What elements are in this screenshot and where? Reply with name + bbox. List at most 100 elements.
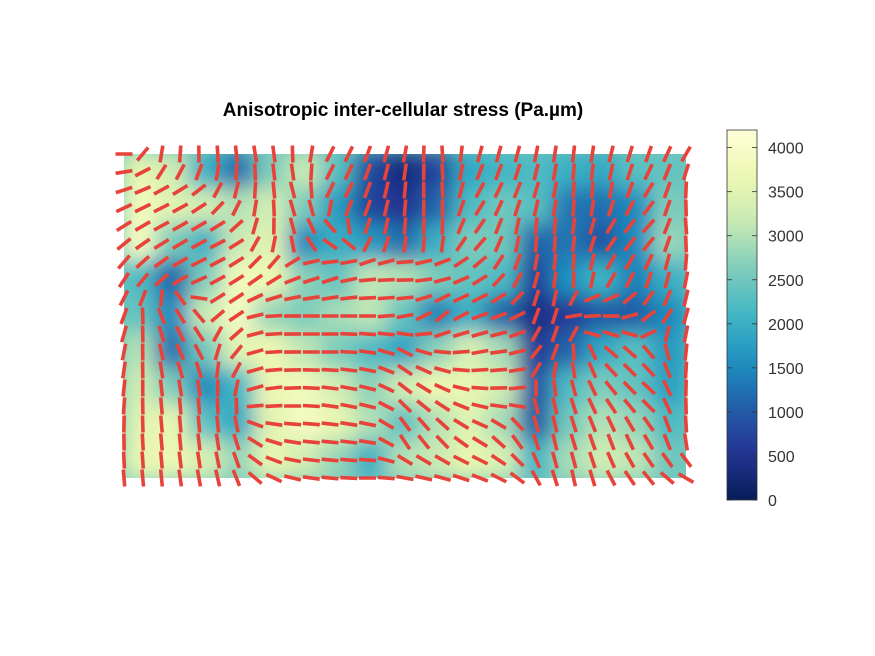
- orientation-segment: [452, 349, 470, 355]
- orientation-segment: [662, 289, 673, 307]
- orientation-segment: [213, 469, 222, 487]
- orientation-segment: [190, 201, 208, 215]
- orientation-segment: [509, 471, 526, 485]
- orientation-segment: [434, 399, 451, 413]
- orientation-segment: [623, 415, 636, 433]
- orientation-segment: [624, 433, 636, 451]
- orientation-segment: [158, 361, 165, 379]
- orientation-segment: [209, 256, 227, 268]
- orientation-segment: [603, 345, 619, 359]
- orientation-segment: [324, 145, 336, 163]
- orientation-segment: [121, 469, 127, 487]
- orientation-segment: [265, 385, 283, 391]
- orientation-segment: [382, 163, 391, 181]
- orientation-segment: [271, 145, 277, 163]
- orientation-segment: [252, 181, 258, 199]
- orientation-segment: [191, 183, 207, 197]
- orientation-segment: [452, 384, 470, 392]
- orientation-segment: [416, 416, 431, 432]
- orientation-segment: [512, 253, 522, 271]
- colorbar-ticks: 0 500 1000 1500 2000 2500 3000 3500 4000: [727, 141, 804, 510]
- orientation-segment: [190, 256, 208, 268]
- orientation-segment: [324, 181, 336, 199]
- orientation-segment: [138, 289, 148, 307]
- orientation-segment: [682, 271, 690, 289]
- orientation-segment: [530, 469, 542, 487]
- orientation-segment: [434, 454, 451, 466]
- orientation-segment: [302, 258, 321, 266]
- orientation-segment: [588, 235, 597, 253]
- orientation-segment: [134, 237, 151, 251]
- orientation-segment: [265, 273, 283, 287]
- orientation-segment: [309, 181, 314, 199]
- orientation-segment: [473, 199, 486, 217]
- orientation-segment: [358, 331, 377, 337]
- orientation-segment: [358, 457, 377, 463]
- orientation-segment: [402, 217, 408, 235]
- orientation-segment: [283, 474, 302, 482]
- orientation-segment: [134, 185, 152, 195]
- orientation-segment: [682, 289, 690, 307]
- orientation-segment: [644, 145, 654, 163]
- orientation-segment: [493, 235, 504, 253]
- orientation-segment: [642, 290, 655, 306]
- orientation-segment: [583, 313, 601, 319]
- orientation-segment: [452, 275, 470, 285]
- orientation-segment: [246, 330, 264, 338]
- orientation-segment: [643, 163, 654, 181]
- orientation-segment: [415, 454, 432, 466]
- orientation-segment: [552, 379, 558, 397]
- orientation-segment: [662, 199, 672, 217]
- orientation-segment: [532, 145, 540, 163]
- orientation-segment: [508, 402, 527, 410]
- orientation-segment: [662, 433, 673, 451]
- orientation-segment: [265, 455, 283, 465]
- heatmap-cell: [221, 154, 259, 192]
- orientation-segment: [289, 163, 296, 181]
- orientation-segment: [452, 329, 470, 339]
- colorbar-tick-label: 2000: [768, 317, 804, 334]
- orientation-segment: [140, 415, 145, 433]
- orientation-segment: [641, 218, 656, 234]
- orientation-segment: [529, 344, 543, 360]
- orientation-segment: [642, 433, 655, 451]
- orientation-segment: [490, 418, 507, 430]
- orientation-segment: [607, 145, 615, 163]
- orientation-segment: [265, 437, 283, 447]
- orientation-segment: [321, 385, 339, 391]
- orientation-segment: [583, 329, 601, 339]
- orientation-segment: [135, 254, 151, 270]
- orientation-segment: [196, 397, 202, 415]
- orientation-segment: [288, 181, 297, 199]
- orientation-segment: [246, 347, 264, 357]
- colorbar-tick-label: 4000: [768, 141, 804, 158]
- orientation-segment: [340, 384, 358, 392]
- orientation-segment: [471, 367, 489, 373]
- orientation-segment: [246, 419, 264, 429]
- orientation-segment: [212, 181, 224, 199]
- orientation-segment: [569, 379, 578, 397]
- orientation-segment: [177, 397, 183, 415]
- orientation-segment: [457, 181, 466, 199]
- orientation-segment: [623, 253, 636, 271]
- orientation-segment: [493, 199, 504, 217]
- orientation-segment: [530, 361, 543, 379]
- orientation-segment: [382, 181, 390, 199]
- orientation-segment: [209, 238, 227, 250]
- orientation-segment: [513, 145, 522, 163]
- orientation-segment: [551, 199, 558, 217]
- orientation-segment: [552, 217, 558, 235]
- orientation-segment: [603, 362, 619, 378]
- orientation-segment: [453, 435, 470, 449]
- orientation-segment: [265, 313, 283, 319]
- orientation-segment: [458, 145, 464, 163]
- orientation-segment: [377, 313, 395, 319]
- orientation-segment: [174, 163, 186, 181]
- orientation-segment: [271, 199, 277, 217]
- orientation-segment: [116, 237, 132, 251]
- orientation-segment: [343, 145, 355, 163]
- orientation-segment: [249, 235, 261, 253]
- orientation-segment: [321, 403, 339, 409]
- orientation-segment: [121, 379, 127, 397]
- orientation-segment: [662, 235, 672, 253]
